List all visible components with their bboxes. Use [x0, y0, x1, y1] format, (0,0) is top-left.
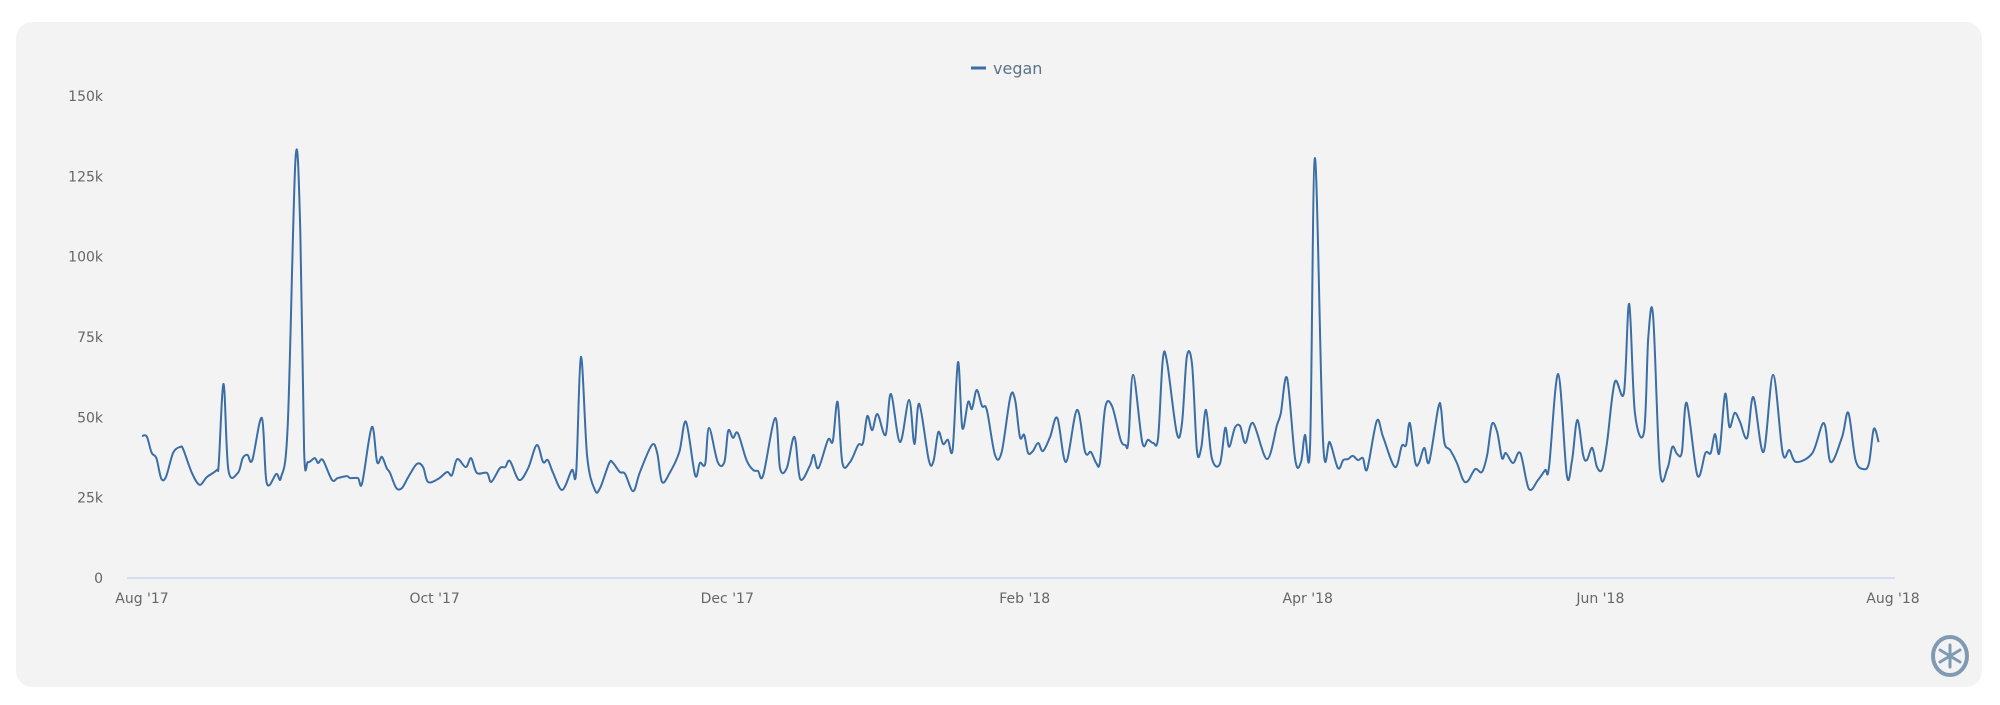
y-tick-label: 100k — [68, 250, 104, 266]
x-tick-label: Oct '17 — [409, 591, 459, 607]
y-tick-label: 0 — [94, 571, 103, 587]
x-tick-label: Jun '18 — [1575, 591, 1624, 607]
y-tick-label: 75k — [77, 330, 104, 346]
y-tick-label: 50k — [77, 410, 104, 426]
legend[interactable]: vegan — [971, 59, 1042, 78]
x-tick-label: Dec '17 — [701, 591, 754, 607]
y-tick-label: 125k — [68, 169, 104, 185]
x-axis: Aug '17 Oct '17 Dec '17 Feb '18 Apr '18 Jun '… — [115, 591, 1919, 607]
x-tick-label: Aug '18 — [1866, 591, 1919, 607]
series-line-vegan — [141, 148, 1880, 494]
x-tick-label: Apr '18 — [1283, 591, 1333, 607]
x-tick-label: Feb '18 — [999, 591, 1050, 607]
legend-label: vegan — [993, 59, 1042, 78]
brand-logo-icon — [1931, 635, 1969, 677]
y-tick-label: 25k — [77, 491, 104, 507]
y-tick-label: 150k — [68, 89, 104, 105]
x-tick-label: Aug '17 — [115, 591, 168, 607]
y-axis: 0 25k 50k 75k 100k 125k 150k — [68, 89, 104, 587]
